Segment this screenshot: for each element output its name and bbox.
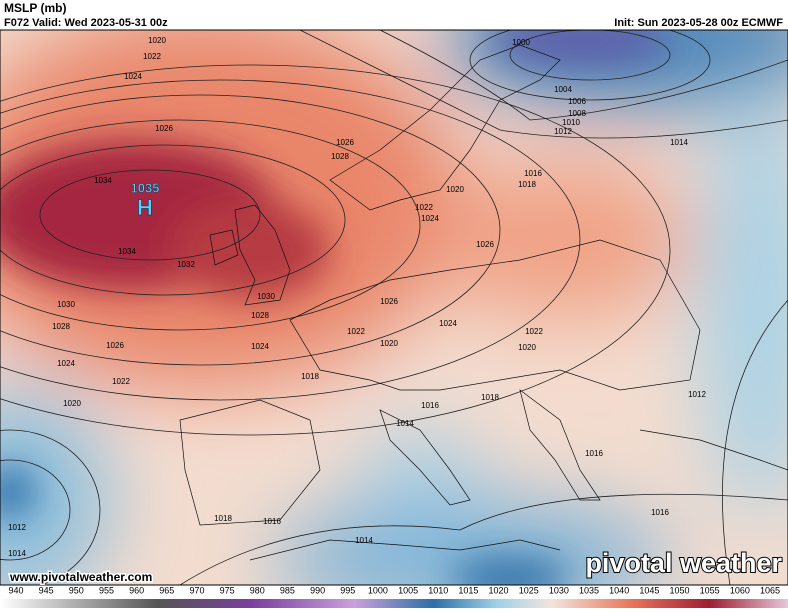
isobar-label: 1030 bbox=[257, 292, 275, 301]
isobar-label: 1026 bbox=[336, 138, 354, 147]
isobar-label: 1026 bbox=[476, 240, 494, 249]
colorbar-tick-label: 940 bbox=[8, 585, 23, 595]
isobar-label: 1028 bbox=[52, 322, 70, 331]
isobar-label: 1028 bbox=[331, 152, 349, 161]
isobar-label: 1006 bbox=[568, 97, 586, 106]
isobar-labels: 1020 1022 1024 1026 1026 1028 1034 1034 1032 1030… bbox=[8, 36, 706, 558]
isobar-label: 1016 bbox=[421, 401, 439, 410]
colorbar bbox=[0, 599, 788, 608]
isobar-label: 1020 bbox=[518, 343, 536, 352]
isobar-label: 1014 bbox=[8, 549, 26, 558]
isobar-label: 1020 bbox=[380, 339, 398, 348]
colorbar-tick-label: 1060 bbox=[730, 585, 750, 595]
isobar-label: 1018 bbox=[481, 393, 499, 402]
colorbar-ticks: 940 945 950 955 960 965 970 975 980 985 990 995 1000… bbox=[8, 585, 780, 595]
isobar-label: 1000 bbox=[512, 38, 530, 47]
logo: pivotal weather bbox=[585, 548, 782, 578]
isobar-label: 1022 bbox=[347, 327, 365, 336]
isobar-label: 1034 bbox=[118, 247, 136, 256]
isobar-label: 1014 bbox=[355, 536, 373, 545]
colorbar-tick-label: 970 bbox=[189, 585, 204, 595]
isobar-label: 1022 bbox=[143, 52, 161, 61]
isobar-label: 1022 bbox=[112, 377, 130, 386]
isobar-label: 1018 bbox=[301, 372, 319, 381]
colorbar-tick-label: 1050 bbox=[670, 585, 690, 595]
isobar-label: 1022 bbox=[525, 327, 543, 336]
isobar-label: 1020 bbox=[148, 36, 166, 45]
isobar-label: 1024 bbox=[57, 359, 75, 368]
isobar-label: 1026 bbox=[106, 341, 124, 350]
colorbar-tick-label: 950 bbox=[69, 585, 84, 595]
colorbar-tick-label: 965 bbox=[159, 585, 174, 595]
isobar-label: 1012 bbox=[688, 390, 706, 399]
isobar-label: 1030 bbox=[57, 300, 75, 309]
isobar-label: 1024 bbox=[124, 72, 142, 81]
isobar-label: 1012 bbox=[8, 523, 26, 532]
colorbar-tick-label: 1040 bbox=[609, 585, 629, 595]
isobar-label: 1010 bbox=[562, 118, 580, 127]
isobar-label: 1022 bbox=[415, 203, 433, 212]
isobar-label: 1004 bbox=[554, 85, 572, 94]
isobar-label: 1008 bbox=[568, 109, 586, 118]
isobar-label: 1016 bbox=[585, 449, 603, 458]
isobar-label: 1016 bbox=[263, 517, 281, 526]
isobar-label: 1014 bbox=[396, 419, 414, 428]
colorbar-tick-label: 1035 bbox=[579, 585, 599, 595]
isobar-label: 1024 bbox=[421, 214, 439, 223]
colorbar-tick-label: 990 bbox=[310, 585, 325, 595]
colorbar-tick-label: 1030 bbox=[549, 585, 569, 595]
high-value: 1035 bbox=[131, 180, 160, 195]
colorbar-tick-label: 955 bbox=[99, 585, 114, 595]
colorbar-tick-label: 1065 bbox=[760, 585, 780, 595]
isobar-label: 1016 bbox=[524, 169, 542, 178]
isobar-label: 1020 bbox=[63, 399, 81, 408]
isobars bbox=[0, 30, 788, 585]
init-time: Init: Sun 2023-05-28 00z ECMWF bbox=[614, 17, 783, 29]
colorbar-tick-label: 1055 bbox=[700, 585, 720, 595]
isobar-label: 1026 bbox=[380, 297, 398, 306]
isobar-label: 1016 bbox=[651, 508, 669, 517]
colorbar-tick-label: 980 bbox=[250, 585, 265, 595]
colorbar-tick-label: 975 bbox=[220, 585, 235, 595]
colorbar-tick-label: 995 bbox=[340, 585, 355, 595]
isobar-label: 1012 bbox=[554, 127, 572, 136]
isobar-label: 1024 bbox=[251, 342, 269, 351]
isobar-label: 1028 bbox=[251, 311, 269, 320]
isobar-label: 1014 bbox=[670, 138, 688, 147]
isobar-label: 1034 bbox=[94, 176, 112, 185]
colorbar-tick-label: 960 bbox=[129, 585, 144, 595]
isobar-label: 1032 bbox=[177, 260, 195, 269]
isobar-label: 1018 bbox=[518, 180, 536, 189]
colorbar-tick-label: 1005 bbox=[398, 585, 418, 595]
colorbar-tick-label: 1025 bbox=[519, 585, 539, 595]
isobar-label: 1024 bbox=[439, 319, 457, 328]
colorbar-tick-label: 945 bbox=[39, 585, 54, 595]
title: MSLP (mb) bbox=[4, 1, 66, 15]
colorbar-tick-label: 1045 bbox=[639, 585, 659, 595]
isobar-label: 1026 bbox=[155, 124, 173, 133]
colorbar-tick-label: 1000 bbox=[368, 585, 388, 595]
colorbar-tick-label: 985 bbox=[280, 585, 295, 595]
colorbar-tick-label: 1020 bbox=[489, 585, 509, 595]
footer-url: www.pivotalweather.com bbox=[9, 570, 152, 584]
high-letter: H bbox=[137, 195, 153, 220]
coastlines bbox=[179, 44, 788, 561]
colorbar-tick-label: 1010 bbox=[428, 585, 448, 595]
isobar-label: 1020 bbox=[446, 185, 464, 194]
valid-time: F072 Valid: Wed 2023-05-31 00z bbox=[4, 17, 168, 29]
isobar-label: 1018 bbox=[214, 514, 232, 523]
colorbar-tick-label: 1015 bbox=[458, 585, 478, 595]
